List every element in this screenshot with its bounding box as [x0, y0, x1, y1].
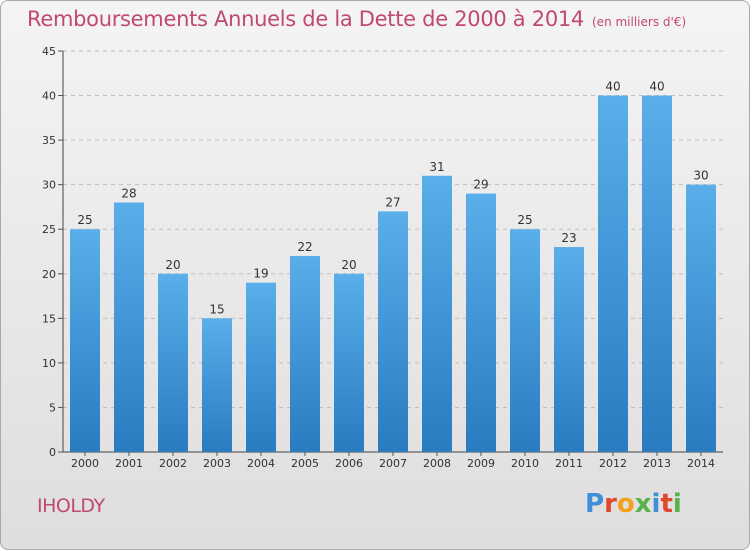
- bar-2001: [114, 202, 144, 452]
- chart-subtitle: (en milliers d'€): [592, 15, 687, 29]
- y-tick-label: 5: [49, 401, 56, 414]
- data-label: 25: [77, 213, 92, 227]
- x-tick-label: 2011: [555, 457, 583, 470]
- x-tick-label: 2007: [379, 457, 407, 470]
- y-tick-label: 45: [42, 45, 56, 58]
- data-label: 20: [341, 258, 356, 272]
- bar-2013: [642, 95, 672, 453]
- data-label: 40: [605, 80, 620, 94]
- bar-2005: [290, 255, 320, 452]
- y-tick-label: 25: [42, 223, 56, 236]
- bar-2009: [466, 193, 496, 453]
- data-label: 22: [297, 240, 312, 254]
- y-tick-label: 35: [42, 134, 56, 147]
- bar-2000: [70, 229, 100, 452]
- bar-2008: [422, 175, 452, 452]
- bar-2006: [334, 273, 364, 452]
- logo-letter: t: [660, 489, 673, 519]
- data-label: 27: [385, 195, 400, 209]
- x-tick-label: 2002: [159, 457, 187, 470]
- chart-title-text: Remboursements Annuels de la Dette de 20…: [27, 7, 584, 31]
- bar-2002: [158, 273, 188, 452]
- data-label: 20: [165, 258, 180, 272]
- x-tick-label: 2013: [643, 457, 671, 470]
- data-label: 29: [473, 178, 488, 192]
- location-label: IHOLDY: [37, 495, 105, 517]
- data-label: 19: [253, 267, 268, 281]
- logo-letter: i: [651, 489, 661, 519]
- data-label: 15: [209, 302, 224, 316]
- logo-letter: r: [604, 489, 617, 519]
- x-tick-label: 2004: [247, 457, 275, 470]
- data-label: 30: [693, 169, 708, 183]
- chart-title: Remboursements Annuels de la Dette de 20…: [27, 7, 686, 31]
- x-tick-label: 2005: [291, 457, 319, 470]
- logo-letter: o: [616, 489, 635, 519]
- data-label: 25: [517, 213, 532, 227]
- y-tick-label: 40: [42, 90, 56, 103]
- y-tick-label: 0: [49, 446, 56, 459]
- x-tick-label: 2003: [203, 457, 231, 470]
- logo-letter: i: [672, 489, 682, 519]
- y-tick-label: 20: [42, 268, 56, 281]
- x-tick-label: 2001: [115, 457, 143, 470]
- bar-2003: [202, 318, 232, 452]
- y-tick-label: 10: [42, 357, 56, 370]
- proxiti-logo: Proxiti: [585, 489, 682, 519]
- data-label: 40: [649, 80, 664, 94]
- bar-2010: [510, 229, 540, 452]
- bar-2011: [554, 247, 584, 452]
- x-tick-label: 2012: [599, 457, 627, 470]
- data-label: 23: [561, 231, 576, 245]
- logo-letter: P: [585, 489, 605, 519]
- logo-letter: x: [634, 489, 652, 519]
- x-tick-label: 2010: [511, 457, 539, 470]
- bar-2014: [686, 184, 716, 452]
- bar-2007: [378, 211, 408, 452]
- x-tick-label: 2000: [71, 457, 99, 470]
- bar-2004: [246, 282, 276, 452]
- bar-2012: [598, 95, 628, 453]
- x-tick-label: 2008: [423, 457, 451, 470]
- x-tick-label: 2006: [335, 457, 363, 470]
- data-label: 28: [121, 186, 136, 200]
- y-tick-label: 15: [42, 312, 56, 325]
- x-tick-label: 2009: [467, 457, 495, 470]
- y-tick-label: 30: [42, 179, 56, 192]
- x-tick-label: 2014: [687, 457, 715, 470]
- data-label: 31: [429, 160, 444, 174]
